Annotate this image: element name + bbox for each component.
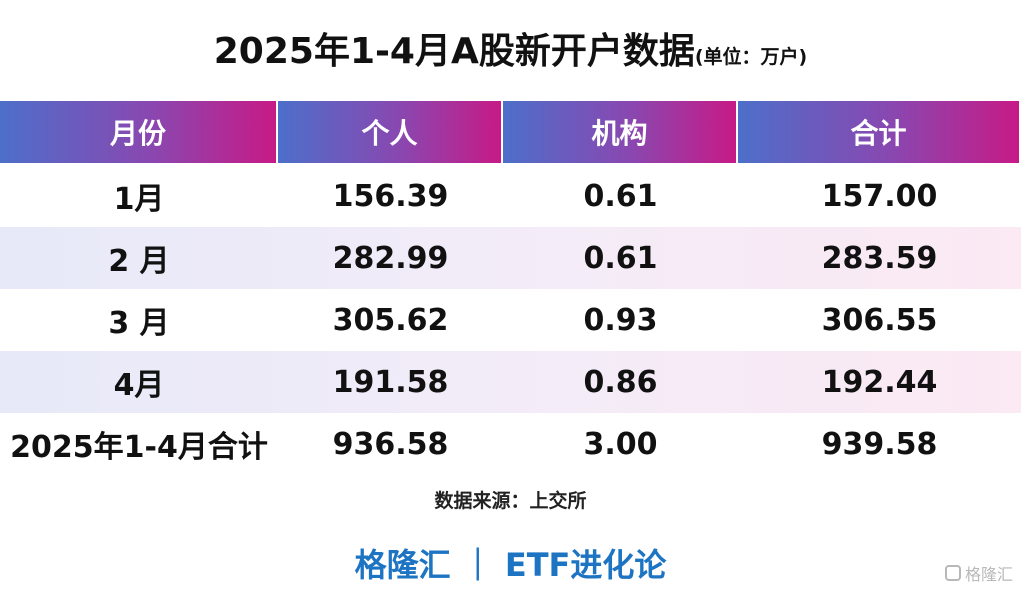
table-cell: 4月 — [113, 368, 165, 403]
table-cell: 2 月 — [108, 244, 170, 279]
table-cell: 1月 — [113, 182, 165, 217]
title: 2025年1-4月A股新开户数据(单位：万户) — [0, 22, 1021, 74]
footer: 格隆汇 ｜ ETF进化论 — [354, 546, 667, 584]
table-cell: 936.58 — [332, 426, 449, 462]
table-cell: 0.86 — [583, 364, 658, 400]
table: 月份 个人 机构 合计 1月 156.39 0.61 157.00 2 月 282.99 0.61 2… — [0, 101, 1021, 475]
watermark-text: 格隆汇 — [964, 565, 1013, 584]
title-text: 2025年1-4月A股新开户数据 — [213, 31, 695, 72]
header-cell: 合计 — [738, 101, 1021, 163]
table-cell: 192.44 — [821, 364, 938, 400]
header-row: 月份 个人 机构 合计 — [0, 101, 1021, 163]
table-row: 3 月 305.62 0.93 306.55 — [0, 289, 1021, 351]
watermark: 格隆汇 — [944, 561, 1013, 585]
header-cell: 个人 — [278, 101, 503, 163]
table-cell: 305.62 — [332, 302, 449, 338]
table-cell: 191.58 — [332, 364, 449, 400]
table-cell: 283.59 — [821, 240, 938, 276]
table-cell: 0.61 — [583, 240, 658, 276]
table-cell: 0.93 — [583, 302, 658, 338]
header-cell: 月份 — [0, 101, 278, 163]
table-cell: 3 月 — [108, 306, 170, 341]
table-row: 1月 156.39 0.61 157.00 — [0, 165, 1021, 227]
table-row: 4月 191.58 0.86 192.44 — [0, 351, 1021, 413]
table-row: 2 月 282.99 0.61 283.59 — [0, 227, 1021, 289]
table-cell: 306.55 — [821, 302, 938, 338]
table-cell: 2025年1-4月合计 — [10, 430, 268, 465]
watermark-icon — [944, 565, 961, 581]
unit: (单位：万户) — [694, 46, 808, 68]
table-row: 2025年1-4月合计 936.58 3.00 939.58 — [0, 413, 1021, 475]
header-cell: 机构 — [503, 101, 738, 163]
table-cell: 939.58 — [821, 426, 938, 462]
table-cell: 282.99 — [332, 240, 449, 276]
table-cell: 156.39 — [332, 178, 449, 214]
table-cell: 157.00 — [821, 178, 938, 214]
table-cell: 3.00 — [583, 426, 658, 462]
source: 数据来源：上交所 — [434, 490, 587, 512]
table-cell: 0.61 — [583, 178, 658, 214]
